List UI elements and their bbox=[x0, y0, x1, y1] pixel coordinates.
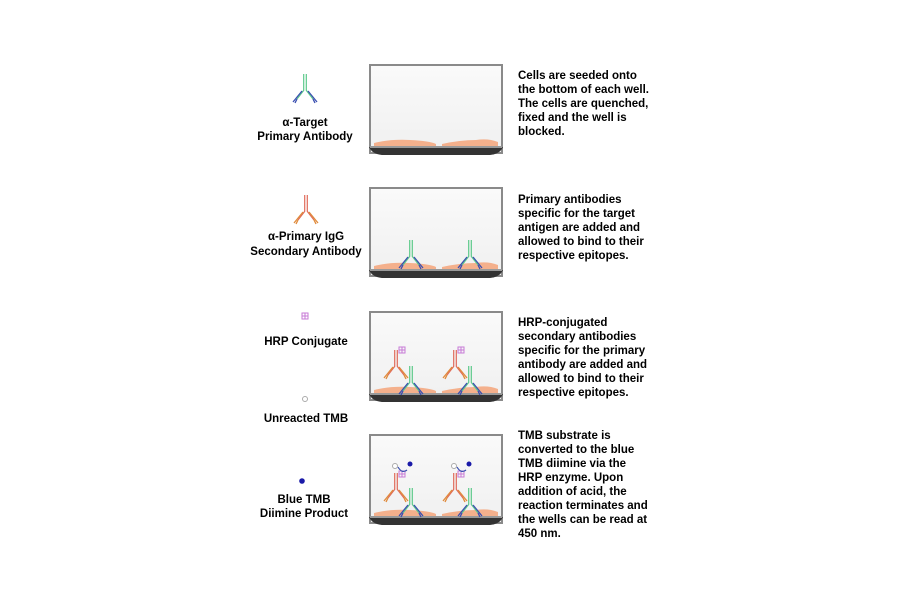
primary-antibody-icon bbox=[292, 73, 318, 104]
step-text-line: reaction terminates and bbox=[518, 500, 648, 512]
step-text-line: HRP enzyme. Upon bbox=[518, 472, 623, 484]
legend-label: HRP Conjugate bbox=[264, 336, 348, 348]
well-step-1 bbox=[368, 64, 504, 156]
step-3-description: HRP-conjugated secondary antibodies spec… bbox=[518, 317, 647, 399]
step-text-line: specific for the target bbox=[518, 208, 635, 220]
step-text-line: specific for the primary bbox=[518, 345, 646, 357]
well-step-2 bbox=[368, 187, 504, 279]
secondary-antibody-icon bbox=[293, 194, 319, 225]
legend-blue-tmb: Blue TMB Diimine Product bbox=[260, 478, 348, 520]
step-text-line: antigen are added and bbox=[518, 222, 640, 234]
legend-hrp-conjugate: HRP Conjugate bbox=[264, 312, 348, 348]
legend-label: α-Target bbox=[282, 117, 327, 129]
legend-label: α-Primary IgG bbox=[268, 231, 344, 243]
legend-label: Secondary Antibody bbox=[250, 246, 362, 258]
step-text-line: Cells are seeded onto bbox=[518, 70, 637, 82]
legend-secondary-antibody: α-Primary IgG Secondary Antibody bbox=[250, 194, 362, 258]
step-text-line: respective epitopes. bbox=[518, 250, 629, 262]
step-text-line: Primary antibodies bbox=[518, 194, 622, 206]
unreacted-tmb-icon bbox=[302, 396, 308, 402]
legend-primary-antibody: α-Target Primary Antibody bbox=[257, 73, 353, 143]
step-text-line: converted to the blue bbox=[518, 444, 634, 456]
well-step-3 bbox=[368, 311, 504, 403]
blue-tmb-icon bbox=[299, 478, 305, 484]
step-text-line: The cells are quenched, bbox=[518, 98, 648, 110]
step-text-line: blocked. bbox=[518, 126, 565, 138]
step-text-line: HRP-conjugated bbox=[518, 317, 607, 329]
step-text-line: antibody are added and bbox=[518, 359, 647, 371]
legend-label: Diimine Product bbox=[260, 508, 348, 520]
step-text-line: allowed to bind to their bbox=[518, 373, 644, 385]
legend-label: Blue TMB bbox=[277, 494, 330, 506]
step-4-description: TMB substrate is converted to the blue T… bbox=[518, 430, 648, 540]
legend-label: Primary Antibody bbox=[257, 131, 353, 143]
legend-label: Unreacted TMB bbox=[264, 413, 348, 425]
step-text-line: fixed and the well is bbox=[518, 112, 627, 124]
hrp-conjugate-icon bbox=[301, 312, 309, 320]
well-step-4 bbox=[368, 434, 504, 526]
step-text-line: addition of acid, the bbox=[518, 486, 627, 498]
step-text-line: respective epitopes. bbox=[518, 387, 629, 399]
step-1-description: Cells are seeded onto the bottom of each… bbox=[518, 70, 649, 138]
step-text-line: secondary antibodies bbox=[518, 331, 636, 343]
step-text-line: 450 nm. bbox=[518, 528, 561, 540]
step-text-line: TMB substrate is bbox=[518, 430, 611, 442]
step-text-line: the wells can be read at bbox=[518, 514, 647, 526]
step-text-line: allowed to bind to their bbox=[518, 236, 644, 248]
legend-unreacted-tmb: Unreacted TMB bbox=[264, 396, 348, 425]
step-text-line: TMB diimine via the bbox=[518, 458, 626, 470]
step-2-description: Primary antibodies specific for the targ… bbox=[518, 194, 644, 262]
step-text-line: the bottom of each well. bbox=[518, 84, 649, 96]
